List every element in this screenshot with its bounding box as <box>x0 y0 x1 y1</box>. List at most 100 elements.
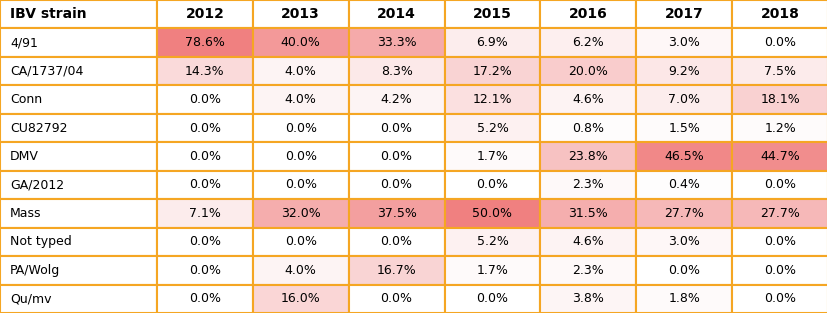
Text: 1.2%: 1.2% <box>763 121 795 135</box>
Bar <box>540 57 635 85</box>
Text: Not typed: Not typed <box>10 235 72 248</box>
Text: 0.0%: 0.0% <box>284 121 316 135</box>
Bar <box>252 28 348 57</box>
Text: 16.0%: 16.0% <box>280 292 320 305</box>
Text: 0.0%: 0.0% <box>763 36 795 49</box>
Bar <box>444 28 540 57</box>
Bar <box>156 0 252 28</box>
Text: 0.0%: 0.0% <box>189 121 221 135</box>
Bar <box>348 285 444 313</box>
Text: 50.0%: 50.0% <box>472 207 512 220</box>
Bar <box>348 114 444 142</box>
Text: 3.0%: 3.0% <box>667 36 700 49</box>
Bar <box>635 228 731 256</box>
Bar <box>635 199 731 228</box>
Text: 0.0%: 0.0% <box>380 121 412 135</box>
Text: 6.9%: 6.9% <box>476 36 508 49</box>
Text: 23.8%: 23.8% <box>568 150 608 163</box>
Text: 17.2%: 17.2% <box>472 65 512 78</box>
Text: GA/2012: GA/2012 <box>10 178 64 192</box>
Bar <box>540 142 635 171</box>
Bar <box>635 256 731 285</box>
Text: 7.0%: 7.0% <box>667 93 700 106</box>
Bar <box>540 171 635 199</box>
Text: 6.2%: 6.2% <box>571 36 604 49</box>
Text: 1.8%: 1.8% <box>667 292 700 305</box>
Text: 2013: 2013 <box>281 7 320 21</box>
Bar <box>731 171 827 199</box>
Bar <box>156 285 252 313</box>
Text: CA/1737/04: CA/1737/04 <box>10 65 84 78</box>
Text: 7.1%: 7.1% <box>189 207 221 220</box>
Bar <box>156 142 252 171</box>
Bar <box>252 285 348 313</box>
Bar <box>635 85 731 114</box>
Bar <box>0 199 156 228</box>
Text: 0.0%: 0.0% <box>189 235 221 248</box>
Bar <box>444 285 540 313</box>
Bar <box>540 199 635 228</box>
Text: 4.0%: 4.0% <box>284 93 316 106</box>
Text: 2012: 2012 <box>185 7 224 21</box>
Text: 0.4%: 0.4% <box>667 178 700 192</box>
Text: 0.0%: 0.0% <box>189 178 221 192</box>
Text: 37.5%: 37.5% <box>376 207 416 220</box>
Bar <box>348 228 444 256</box>
Bar <box>156 171 252 199</box>
Text: 0.0%: 0.0% <box>476 178 508 192</box>
Bar <box>252 57 348 85</box>
Bar <box>540 85 635 114</box>
Text: 32.0%: 32.0% <box>280 207 320 220</box>
Text: 46.5%: 46.5% <box>663 150 703 163</box>
Bar <box>252 142 348 171</box>
Text: 0.0%: 0.0% <box>284 150 316 163</box>
Text: 7.5%: 7.5% <box>763 65 795 78</box>
Bar <box>156 57 252 85</box>
Text: 27.7%: 27.7% <box>759 207 799 220</box>
Bar <box>252 256 348 285</box>
Text: 18.1%: 18.1% <box>759 93 799 106</box>
Text: 1.7%: 1.7% <box>476 150 508 163</box>
Text: 0.0%: 0.0% <box>763 264 795 277</box>
Bar <box>252 0 348 28</box>
Text: 3.8%: 3.8% <box>571 292 604 305</box>
Text: 0.0%: 0.0% <box>380 150 412 163</box>
Bar <box>444 256 540 285</box>
Bar <box>0 57 156 85</box>
Text: 2017: 2017 <box>664 7 703 21</box>
Text: 4.0%: 4.0% <box>284 65 316 78</box>
Bar <box>635 171 731 199</box>
Bar <box>635 114 731 142</box>
Bar <box>731 0 827 28</box>
Text: Conn: Conn <box>10 93 42 106</box>
Bar <box>0 256 156 285</box>
Bar <box>444 171 540 199</box>
Bar <box>252 171 348 199</box>
Bar <box>156 256 252 285</box>
Bar <box>252 85 348 114</box>
Bar <box>348 256 444 285</box>
Bar <box>731 114 827 142</box>
Text: PA/Wolg: PA/Wolg <box>10 264 60 277</box>
Text: DMV: DMV <box>10 150 39 163</box>
Text: 3.0%: 3.0% <box>667 235 700 248</box>
Text: 12.1%: 12.1% <box>472 93 512 106</box>
Text: 1.5%: 1.5% <box>667 121 700 135</box>
Text: 0.0%: 0.0% <box>284 235 316 248</box>
Bar <box>731 199 827 228</box>
Text: 0.0%: 0.0% <box>380 292 412 305</box>
Bar <box>635 57 731 85</box>
Text: 8.3%: 8.3% <box>380 65 412 78</box>
Text: 0.0%: 0.0% <box>380 235 412 248</box>
Text: 2.3%: 2.3% <box>571 178 604 192</box>
Text: Mass: Mass <box>10 207 41 220</box>
Text: 4.6%: 4.6% <box>571 235 604 248</box>
Bar <box>348 28 444 57</box>
Bar <box>156 199 252 228</box>
Bar <box>731 142 827 171</box>
Text: 2015: 2015 <box>472 7 511 21</box>
Text: Qu/mv: Qu/mv <box>10 292 51 305</box>
Text: 2014: 2014 <box>376 7 415 21</box>
Text: 5.2%: 5.2% <box>476 235 508 248</box>
Bar <box>252 228 348 256</box>
